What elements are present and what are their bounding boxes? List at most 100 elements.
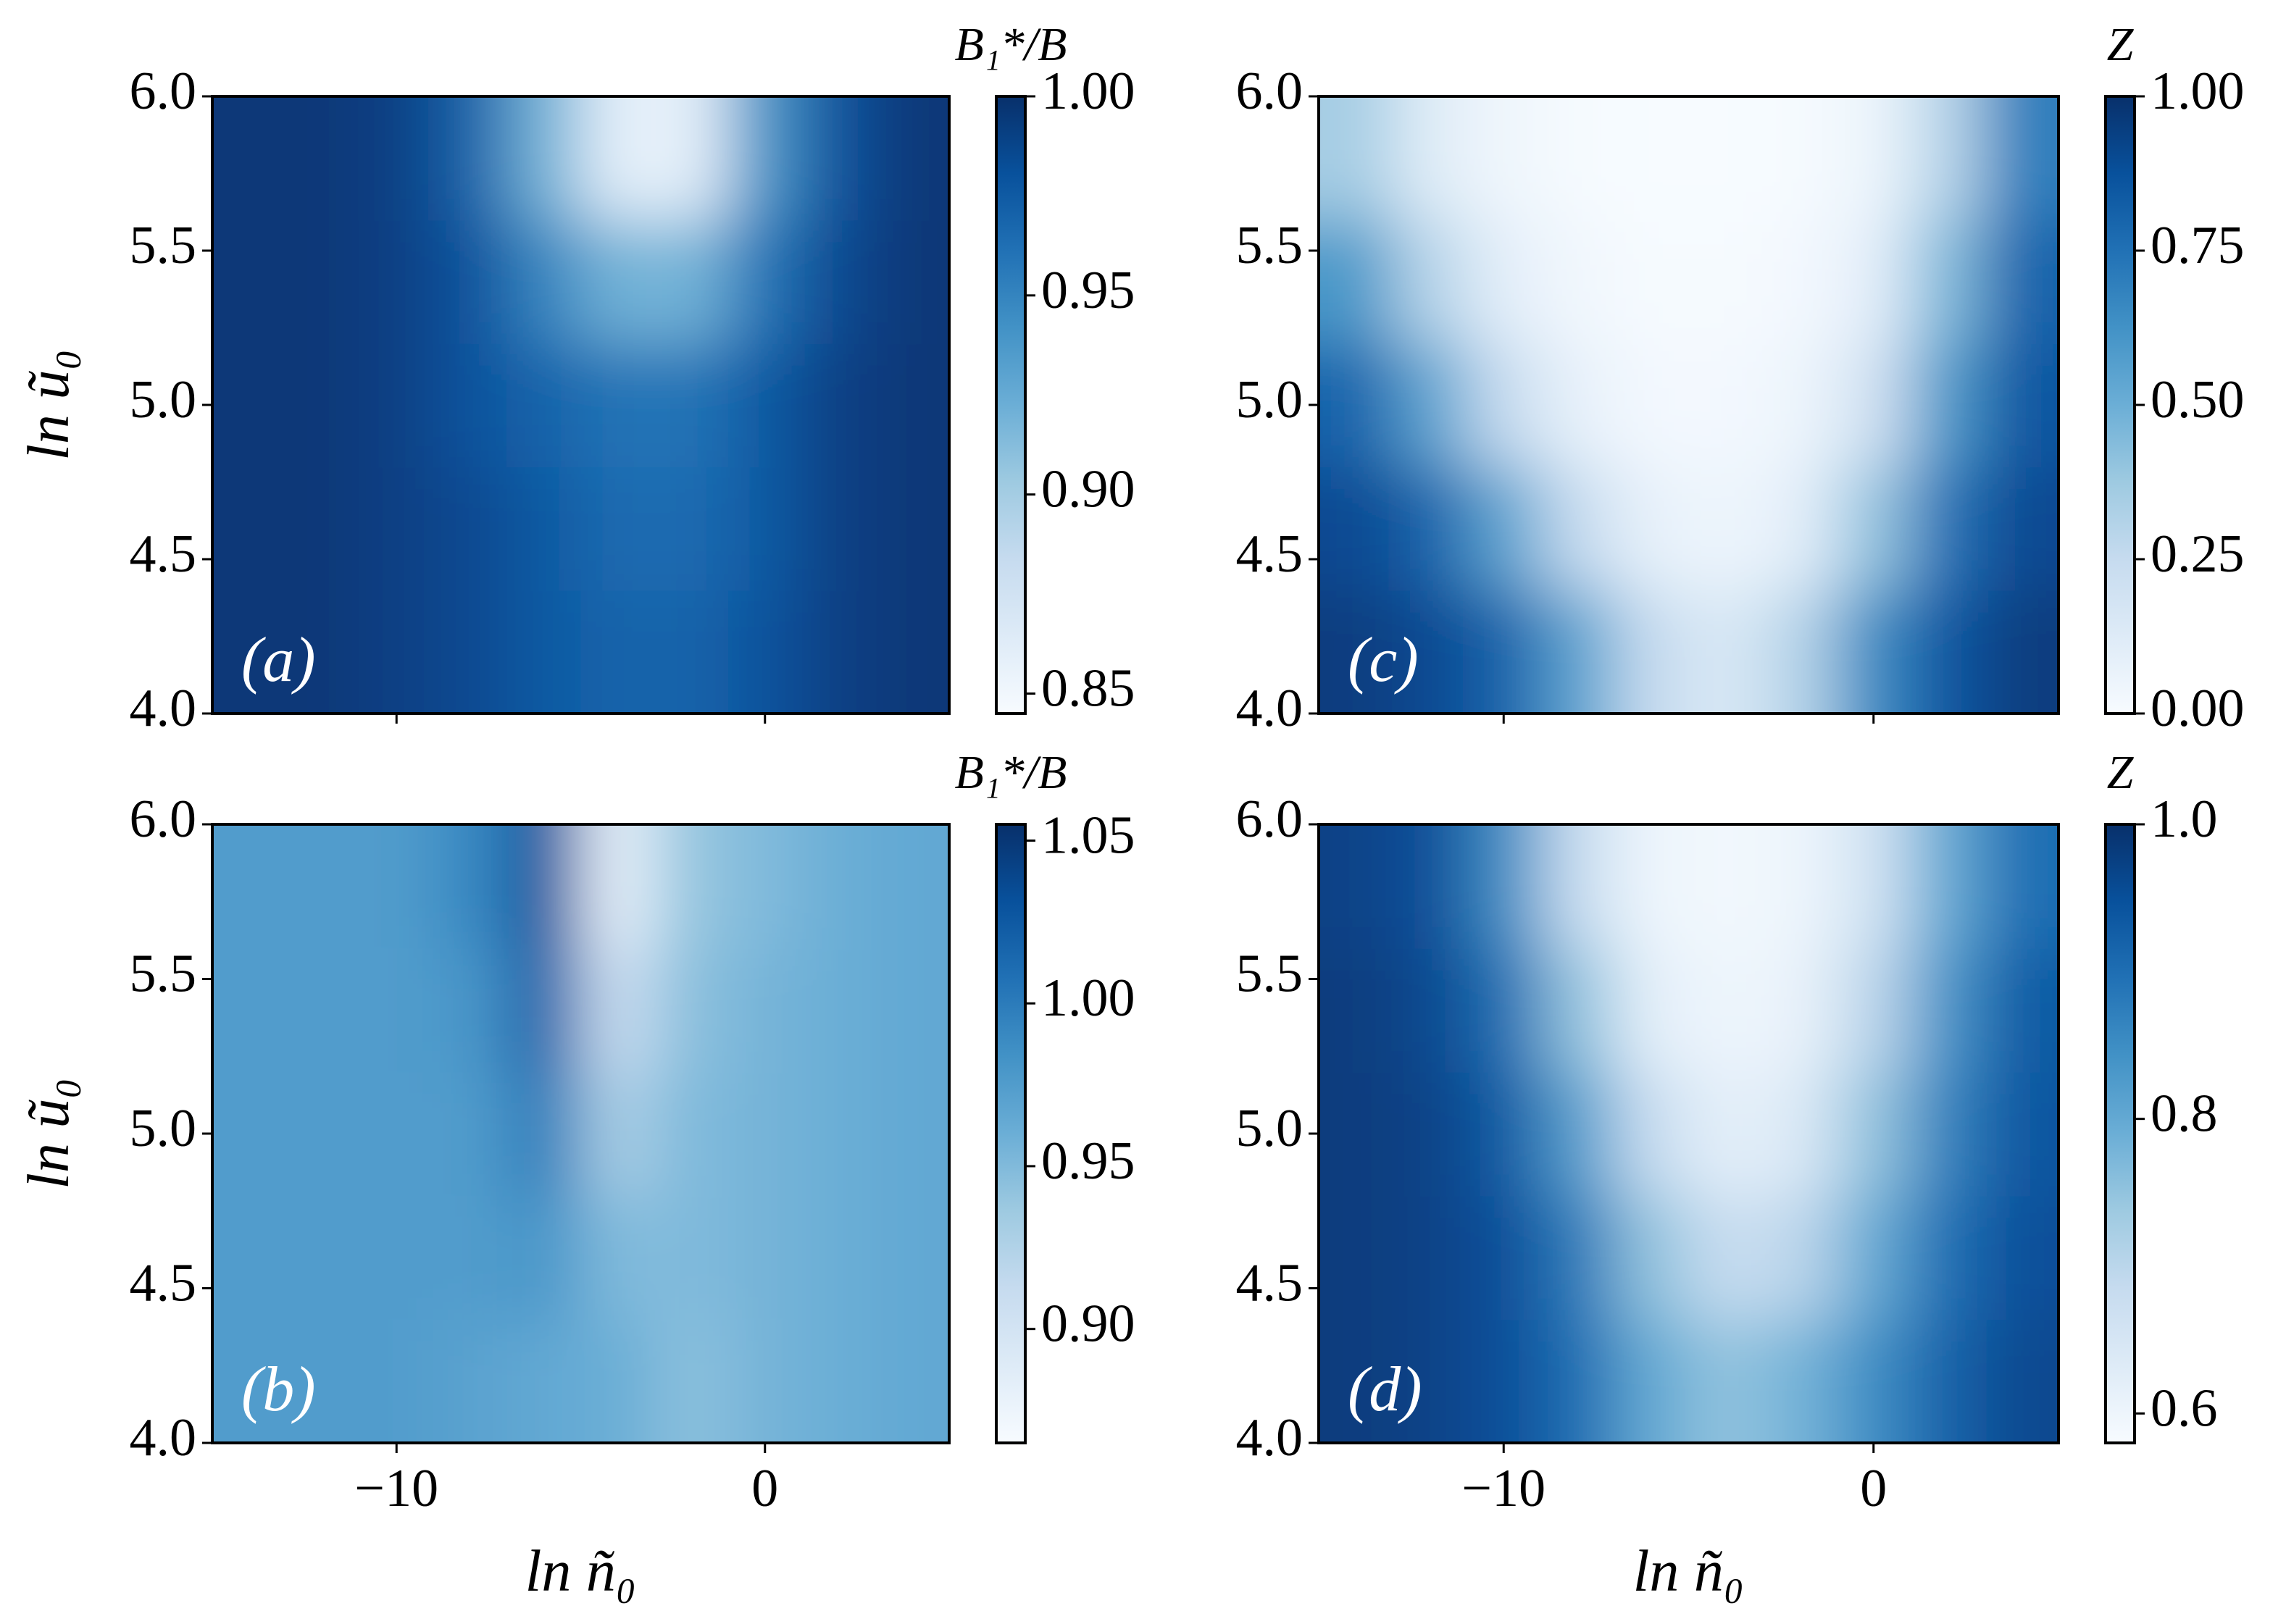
- heatmap-cell: [212, 343, 287, 468]
- heatmap-cell: [580, 1319, 656, 1443]
- heatmap-cell: [1984, 1071, 2058, 1197]
- heatmap-cell: [654, 96, 729, 221]
- y-tick-label: 4.5: [130, 1253, 197, 1313]
- heatmap-cell: [506, 1195, 582, 1320]
- colorbar-tick-label: 0.8: [2151, 1084, 2218, 1144]
- heatmap-cell: [359, 466, 435, 591]
- colorbar-tick-label: 0.6: [2151, 1378, 2218, 1438]
- heatmap-cell: [359, 1319, 435, 1443]
- heatmap-cell: [654, 219, 729, 344]
- heatmap-cell: [801, 824, 877, 949]
- heatmap-cell: [1688, 96, 1764, 221]
- heatmap-cell: [1319, 590, 1394, 713]
- heatmap-cell: [1467, 824, 1542, 949]
- heatmap-cell: [1836, 466, 1911, 591]
- heatmap-cell: [1393, 590, 1468, 713]
- heatmap-cell: [875, 343, 949, 468]
- heatmap-cell: [1319, 96, 1394, 221]
- heatmap-cell: [1540, 466, 1616, 591]
- heatmap-cell: [580, 1195, 656, 1320]
- heatmap-cell: [1688, 1195, 1764, 1320]
- heatmap-cell: [727, 1195, 803, 1320]
- heatmap-cell: [1910, 343, 1985, 468]
- y-tick-label: 5.5: [130, 944, 197, 1003]
- heatmap-cell: [506, 96, 582, 221]
- heatmap-cell: [654, 1071, 729, 1197]
- heatmap-cell: [1614, 219, 1690, 344]
- heatmap-cell: [1540, 1319, 1616, 1443]
- heatmap-cell: [580, 824, 656, 949]
- heatmap-cell: [1836, 1195, 1911, 1320]
- heatmap-cell: [285, 1319, 361, 1443]
- heatmap-cell: [1393, 466, 1468, 591]
- heatmap-cell: [1762, 1195, 1837, 1320]
- heatmap-cell: [1614, 1071, 1690, 1197]
- colorbar-tick-label: 1.0: [2151, 790, 2218, 849]
- panel-label: (a): [241, 625, 316, 695]
- heatmap-cell: [1984, 343, 2058, 468]
- heatmap-cell: [1984, 219, 2058, 344]
- heatmap-cell: [506, 1319, 582, 1443]
- heatmap-cell: [433, 343, 508, 468]
- heatmap-cell: [1393, 219, 1468, 344]
- heatmap-cell: [285, 466, 361, 591]
- heatmap-cell: [1762, 96, 1837, 221]
- heatmap-cell: [654, 343, 729, 468]
- heatmap-cell: [580, 96, 656, 221]
- heatmap-cell: [285, 96, 361, 221]
- colorbar: [2104, 95, 2136, 715]
- heatmap-cell: [506, 947, 582, 1073]
- heatmap-cell: [1688, 590, 1764, 713]
- y-tick-label: 6.0: [1236, 790, 1303, 849]
- heatmap: [212, 96, 949, 713]
- y-tick-label: 5.5: [1236, 944, 1303, 1003]
- y-tick-label: 6.0: [1236, 62, 1303, 121]
- y-tick-label: 5.5: [130, 216, 197, 275]
- heatmap-cell: [212, 466, 287, 591]
- heatmap-cell: [875, 590, 949, 713]
- heatmap-cell: [1614, 96, 1690, 221]
- y-tick-label: 5.5: [1236, 216, 1303, 275]
- heatmap-cell: [1910, 824, 1985, 949]
- heatmap-cell: [1467, 590, 1542, 713]
- heatmap-cell: [727, 466, 803, 591]
- colorbar-tick-label: 0.85: [1041, 659, 1135, 719]
- heatmap-cell: [1688, 219, 1764, 344]
- colorbar-label: B₁*/B: [955, 746, 1067, 799]
- heatmap-cell: [1984, 466, 2058, 591]
- y-tick-label: 4.0: [130, 1408, 197, 1468]
- heatmap-cell: [212, 590, 287, 713]
- heatmap-cell: [1540, 1195, 1616, 1320]
- heatmap-cell: [1540, 343, 1616, 468]
- heatmap-cell: [1319, 343, 1394, 468]
- heatmap-cell: [801, 1319, 877, 1443]
- heatmap-cells: [1319, 96, 2058, 713]
- heatmap-cell: [580, 590, 656, 713]
- heatmap-cell: [1836, 1071, 1911, 1197]
- heatmap-cell: [1393, 1195, 1468, 1320]
- heatmap-cell: [285, 343, 361, 468]
- heatmap-cells: [212, 824, 949, 1443]
- heatmap-cell: [580, 219, 656, 344]
- heatmap-cell: [1688, 343, 1764, 468]
- axes-frame: [211, 95, 951, 715]
- heatmap-cell: [285, 1071, 361, 1197]
- heatmap-cell: [359, 343, 435, 468]
- heatmap-cell: [875, 947, 949, 1073]
- heatmap-cell: [1393, 1319, 1468, 1443]
- colorbar-tick-label: 0.90: [1041, 1294, 1135, 1354]
- heatmap-cell: [1319, 824, 1394, 949]
- heatmap-cell: [212, 96, 287, 221]
- heatmap-cell: [1836, 343, 1911, 468]
- heatmap-cell: [506, 590, 582, 713]
- heatmap-cell: [875, 824, 949, 949]
- colorbar-tick-label: 0.25: [2151, 524, 2245, 584]
- colorbar-tick-label: 0.75: [2151, 216, 2245, 275]
- heatmap-cell: [506, 219, 582, 344]
- heatmap-cell: [1688, 1319, 1764, 1443]
- heatmap-cell: [212, 219, 287, 344]
- heatmap-cell: [727, 824, 803, 949]
- heatmap-cell: [1614, 824, 1690, 949]
- colorbar-tick-label: 1.00: [1041, 62, 1135, 121]
- heatmap-cell: [1467, 1319, 1542, 1443]
